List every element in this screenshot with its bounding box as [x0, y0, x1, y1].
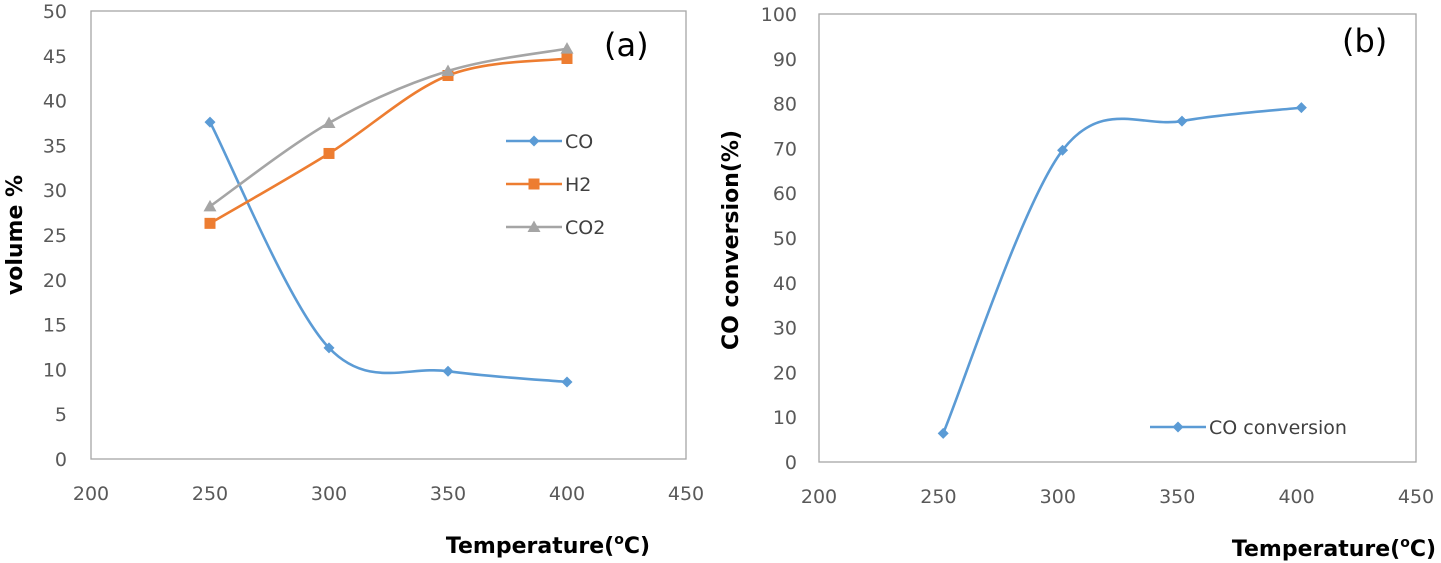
x-tick-label: 400	[1278, 486, 1314, 508]
x-axis-title-b-main: Temperature(	[1232, 537, 1400, 562]
legend-marker-co-conversion	[1172, 421, 1184, 433]
panel-label-b: (b)	[1342, 22, 1387, 60]
panel-label-a: (a)	[604, 26, 649, 64]
series-line-h2	[209, 57, 568, 225]
x-tick-labels-b: 200 250 300 350 400 450	[801, 486, 1434, 508]
legend-entry-co: CO	[506, 131, 593, 153]
x-tick-label: 350	[1159, 486, 1195, 508]
legend-marker-h2	[528, 178, 540, 190]
data-point-co2	[203, 199, 217, 212]
x-axis-title-b-tail: C)	[1410, 537, 1436, 562]
x-tick-label: 250	[920, 486, 956, 508]
series-line-co2	[209, 47, 568, 208]
y-tick-label: 30	[43, 180, 67, 202]
legend-entry-co-conversion: CO conversion	[1150, 417, 1347, 439]
y-tick-label: 40	[773, 273, 797, 295]
plot-area-frame-a	[90, 10, 687, 460]
y-axis-title-a: volume %	[3, 175, 28, 295]
y-tick-label: 20	[773, 362, 797, 384]
y-tick-labels-a: 0 5 10 15 20 25 30 35 40 45 50	[43, 1, 67, 471]
data-point-co2	[560, 42, 574, 54]
data-point-h2	[323, 147, 335, 159]
y-tick-label: 10	[773, 407, 797, 429]
series-co-conversion	[937, 102, 1307, 439]
x-axis-title-b-sup: o	[1400, 535, 1410, 551]
data-point-co	[323, 342, 335, 354]
chart-panel-b: 0 10 20 30 40 50 60 70 80 90 100 200 250 300 350 400 45…	[719, 4, 1436, 562]
data-point-co-conversion	[1295, 102, 1307, 114]
x-tick-label: 450	[1398, 486, 1434, 508]
data-point-co-conversion	[1176, 115, 1188, 127]
y-tick-label: 10	[43, 359, 67, 381]
data-point-co2	[322, 116, 336, 128]
y-tick-labels-b: 0 10 20 30 40 50 60 70 80 90 100	[761, 4, 797, 474]
legend-entry-co2: CO2	[506, 217, 605, 239]
y-tick-label: 50	[43, 1, 67, 23]
y-tick-label: 90	[773, 49, 797, 71]
plot-area-frame-b	[818, 13, 1417, 463]
x-tick-labels-a: 200 250 300 350 400 450	[73, 483, 704, 505]
data-point-co	[442, 365, 454, 377]
series-co	[204, 116, 573, 388]
data-point-co-conversion	[1057, 144, 1069, 156]
legend-label-co-conversion: CO conversion	[1209, 417, 1347, 439]
x-axis-title-a-main: Temperature(	[446, 534, 614, 559]
y-axis-title-b: CO conversion(%)	[719, 130, 744, 350]
x-tick-label: 450	[668, 483, 704, 505]
y-tick-label: 5	[55, 404, 67, 426]
x-tick-label: 250	[192, 483, 228, 505]
y-tick-label: 15	[43, 315, 67, 337]
legend-entry-h2: H2	[506, 174, 591, 196]
data-point-co2	[441, 64, 455, 77]
x-axis-title-a-sup: o	[614, 532, 624, 548]
x-tick-label: 200	[801, 486, 837, 508]
x-axis-title-a: Temperature(oC)	[446, 532, 650, 559]
series-line-co-conversion	[941, 106, 1302, 434]
data-point-co	[561, 376, 573, 388]
data-point-h2	[204, 217, 216, 229]
x-axis-title-b: Temperature(oC)	[1232, 535, 1436, 562]
legend-marker-co	[528, 135, 540, 147]
y-tick-label: 45	[43, 46, 67, 68]
legend-b: CO conversion	[1150, 417, 1347, 439]
series-group-a	[203, 42, 574, 388]
y-tick-label: 40	[43, 91, 67, 113]
y-tick-label: 0	[785, 452, 797, 474]
x-axis-title-a-tail: C)	[624, 534, 650, 559]
legend-label-co: CO	[565, 131, 593, 153]
y-tick-label: 35	[43, 135, 67, 157]
legend-label-h2: H2	[565, 174, 591, 196]
x-tick-label: 300	[1040, 486, 1076, 508]
series-co2	[203, 42, 574, 212]
data-point-co-conversion	[937, 427, 949, 439]
x-tick-label: 200	[73, 483, 109, 505]
y-tick-label: 20	[43, 270, 67, 292]
legend-a: CO H2 CO2	[506, 131, 605, 239]
series-line-co	[208, 121, 568, 384]
data-point-co	[204, 116, 216, 128]
x-tick-label: 400	[549, 483, 585, 505]
y-tick-label: 60	[773, 183, 797, 205]
series-group-b	[937, 102, 1307, 439]
x-tick-label: 350	[430, 483, 466, 505]
legend-label-co2: CO2	[565, 217, 605, 239]
y-tick-label: 100	[761, 4, 797, 26]
data-point-h2	[561, 52, 573, 64]
y-tick-label: 25	[43, 225, 67, 247]
y-tick-label: 50	[773, 228, 797, 250]
y-tick-label: 30	[773, 318, 797, 340]
y-tick-label: 70	[773, 138, 797, 160]
x-tick-label: 300	[311, 483, 347, 505]
y-tick-label: 0	[55, 449, 67, 471]
legend-marker-co2	[527, 220, 541, 232]
y-tick-label: 80	[773, 94, 797, 116]
